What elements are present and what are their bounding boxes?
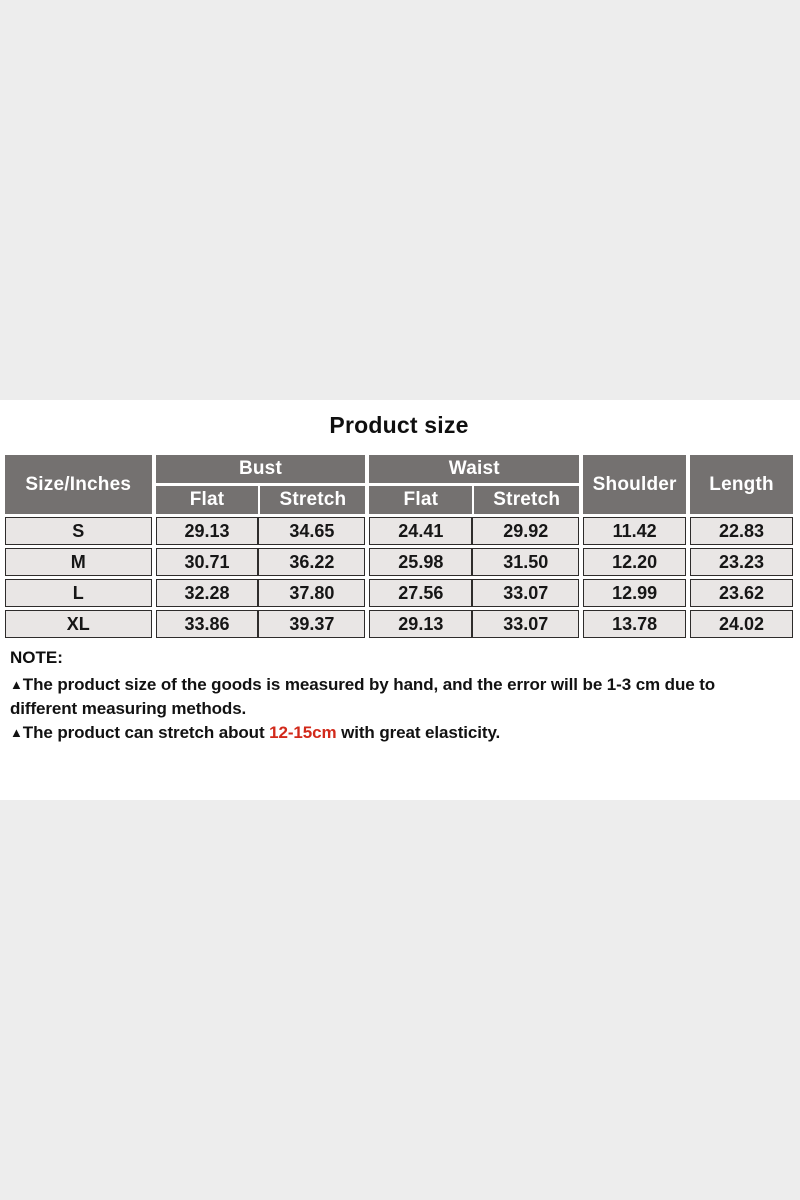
table-row-xl: XL 33.86 39.37 29.13 33.07 13.78 24.02 <box>5 610 793 638</box>
note-text: The product size of the goods is measure… <box>10 675 716 718</box>
bottom-background-area <box>0 800 800 1200</box>
cell-bust-flat: 32.28 <box>151 579 259 607</box>
page-title: Product size <box>329 412 469 438</box>
cell-length: 24.02 <box>686 610 793 638</box>
cell-waist-flat: 29.13 <box>365 610 473 638</box>
notes-section: NOTE: ▲The product size of the goods is … <box>5 641 793 745</box>
cell-waist-flat: 25.98 <box>365 548 473 576</box>
cell-length: 22.83 <box>686 517 793 545</box>
cell-size: M <box>5 548 152 576</box>
table-row-l: L 32.28 37.80 27.56 33.07 12.99 23.62 <box>5 579 793 607</box>
header-size-inches: Size/Inches <box>5 455 152 514</box>
cell-size: L <box>5 579 152 607</box>
triangle-bullet-icon: ▲ <box>10 725 23 740</box>
note-line-stretch: ▲The product can stretch about 12-15cm w… <box>10 721 785 745</box>
header-group-waist: Waist <box>365 455 580 483</box>
cell-waist-stretch: 31.50 <box>472 548 580 576</box>
note-line-measurement: ▲The product size of the goods is measur… <box>10 673 785 721</box>
top-background-area <box>0 0 800 400</box>
cell-shoulder: 13.78 <box>579 610 687 638</box>
cell-size: XL <box>5 610 152 638</box>
cell-bust-flat: 29.13 <box>151 517 259 545</box>
notes-heading: NOTE: <box>10 648 63 667</box>
note-text-before: The product can stretch about <box>22 723 270 742</box>
cell-waist-stretch: 29.92 <box>472 517 580 545</box>
cell-shoulder: 12.20 <box>579 548 687 576</box>
header-group-bust: Bust <box>151 455 366 483</box>
cell-shoulder: 11.42 <box>579 517 687 545</box>
triangle-bullet-icon: ▲ <box>10 677 23 692</box>
note-text-after: with great elasticity. <box>336 723 501 742</box>
cell-bust-stretch: 39.37 <box>258 610 366 638</box>
note-highlight-stretch-range: 12-15cm <box>269 723 337 742</box>
header-waist-stretch: Stretch <box>472 486 580 514</box>
size-table: Size/Inches Bust Waist Shoulder Length F… <box>5 452 793 641</box>
header-bust-stretch: Stretch <box>258 486 366 514</box>
cell-bust-flat: 30.71 <box>151 548 259 576</box>
cell-size: S <box>5 517 152 545</box>
header-bust-flat: Flat <box>151 486 259 514</box>
size-table-header: Size/Inches Bust Waist Shoulder Length F… <box>5 455 793 514</box>
header-length: Length <box>686 455 793 514</box>
cell-length: 23.62 <box>686 579 793 607</box>
cell-length: 23.23 <box>686 548 793 576</box>
cell-bust-stretch: 37.80 <box>258 579 366 607</box>
header-waist-flat: Flat <box>365 486 473 514</box>
table-row-m: M 30.71 36.22 25.98 31.50 12.20 23.23 <box>5 548 793 576</box>
cell-waist-stretch: 33.07 <box>472 579 580 607</box>
cell-waist-flat: 27.56 <box>365 579 473 607</box>
cell-bust-flat: 33.86 <box>151 610 259 638</box>
size-chart-panel: Product size Size/Inches Bust Waist Shou… <box>0 400 800 800</box>
table-row-s: S 29.13 34.65 24.41 29.92 11.42 22.83 <box>5 517 793 545</box>
header-shoulder: Shoulder <box>579 455 687 514</box>
cell-bust-stretch: 34.65 <box>258 517 366 545</box>
cell-waist-flat: 24.41 <box>365 517 473 545</box>
cell-waist-stretch: 33.07 <box>472 610 580 638</box>
cell-bust-stretch: 36.22 <box>258 548 366 576</box>
cell-shoulder: 12.99 <box>579 579 687 607</box>
